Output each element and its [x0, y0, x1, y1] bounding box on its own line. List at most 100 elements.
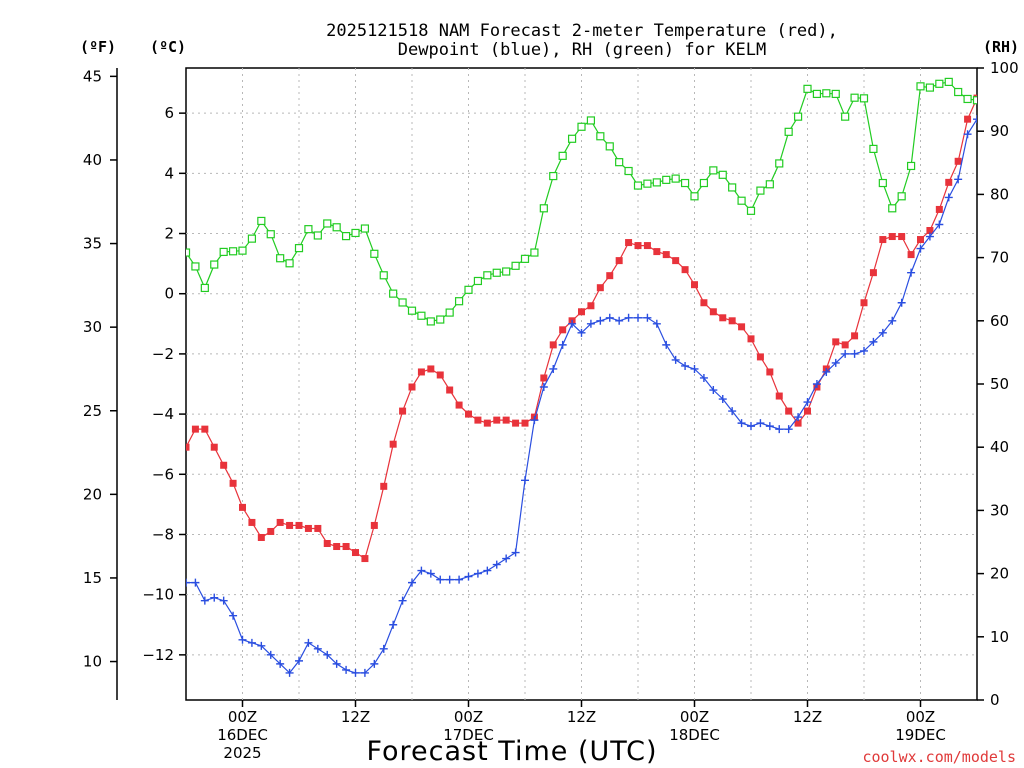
rh-tick-label: 10	[990, 628, 1009, 646]
rh-point	[191, 262, 200, 271]
rh-point	[502, 267, 511, 276]
rh-tick-label: 100	[990, 59, 1019, 77]
temperature-point	[964, 115, 972, 123]
dewpoint-point	[342, 665, 351, 674]
rh-point	[699, 178, 709, 188]
rh-point	[238, 246, 247, 255]
celsius-tick-label: 6	[164, 104, 174, 122]
dewpoint-point	[756, 419, 765, 428]
dewpoint-point	[219, 596, 228, 605]
dewpoint-point	[897, 298, 906, 307]
series-rh	[186, 77, 977, 326]
celsius-tick-label: 2	[164, 225, 174, 243]
dewpoint-point	[944, 193, 953, 202]
rh-tick-label: 20	[990, 565, 1009, 583]
data-series	[186, 77, 977, 677]
temperature-point	[728, 317, 736, 325]
dewpoint-point	[445, 575, 454, 584]
temperature-point	[709, 308, 717, 316]
dewpoint-point	[643, 313, 652, 322]
rh-point	[793, 112, 803, 121]
rh-point	[539, 204, 548, 213]
dewpoint-point	[351, 668, 360, 677]
dewpoint-point	[925, 232, 934, 241]
rh-point	[841, 112, 850, 121]
temperature-point	[248, 518, 256, 526]
temperature-point	[314, 524, 322, 532]
rh-point	[294, 244, 304, 253]
rh-point	[888, 204, 897, 213]
dewpoint-point	[973, 115, 977, 124]
dewpoint-point	[200, 596, 209, 605]
dewpoint-point	[332, 659, 341, 668]
rh-point	[285, 259, 294, 268]
temperature-point	[559, 326, 567, 334]
temperature-point	[323, 540, 331, 548]
rh-point	[454, 297, 464, 306]
dewpoint-point	[530, 416, 539, 425]
temperature-point	[935, 205, 943, 213]
temperature-point	[691, 281, 698, 289]
dewpoint-point	[323, 650, 332, 659]
rh-point	[690, 192, 699, 201]
celsius-tick-label: 0	[164, 285, 174, 303]
temperature-point	[700, 299, 708, 307]
temperature-point	[945, 178, 953, 186]
temperature-point	[606, 272, 614, 280]
rh-point	[200, 283, 209, 293]
dewpoint-point	[238, 635, 247, 644]
dewpoint-point	[662, 340, 671, 349]
rh-point	[407, 306, 417, 315]
temperature-point	[926, 227, 934, 235]
rh-point	[257, 216, 266, 226]
dewpoint-point	[186, 578, 190, 587]
chart-title-line1: 2025121518 NAM Forecast 2-meter Temperat…	[326, 21, 838, 41]
dewpoint-point	[360, 668, 369, 677]
temperature-point	[719, 314, 727, 322]
rh-point	[906, 161, 916, 171]
rh-point	[850, 93, 859, 102]
temperature-point	[408, 383, 416, 391]
x-tick-label-time: 00Z	[228, 708, 257, 726]
temperature-point	[625, 239, 633, 247]
dewpoint-point	[935, 220, 944, 229]
rh-tick-label: 60	[990, 312, 1009, 330]
temperature-point	[578, 308, 585, 316]
temperature-point	[229, 479, 237, 487]
dewpoint-point	[408, 578, 416, 587]
x-tick-label-time: 12Z	[341, 708, 370, 726]
dewpoint-point	[822, 367, 831, 376]
temperature-point	[860, 299, 868, 307]
x-axis-label: Forecast Time (UTC)	[366, 736, 657, 767]
dewpoint-point	[568, 319, 577, 328]
temperature-point	[276, 518, 284, 526]
dewpoint-point	[210, 593, 219, 602]
rh-tick-label: 80	[990, 185, 1009, 203]
dewpoint-point	[963, 130, 972, 139]
dewpoint-point	[690, 364, 699, 373]
rh-point	[332, 223, 341, 232]
rh-point	[219, 247, 228, 257]
temperature-point	[841, 341, 849, 349]
temperature-point	[483, 419, 491, 427]
x-tick-label-time: 12Z	[793, 708, 822, 726]
rh-point	[360, 224, 370, 233]
temperature-point	[898, 233, 906, 241]
temperature-point	[361, 555, 369, 563]
rh-point	[549, 171, 558, 181]
dewpoint-point	[812, 380, 821, 388]
temperature-point	[239, 503, 246, 511]
rh-point	[897, 192, 906, 201]
temperature-point	[502, 416, 510, 424]
rh-tick-label: 30	[990, 501, 1009, 519]
rh-point	[313, 231, 322, 240]
dewpoint-point	[671, 355, 680, 364]
rh-point	[351, 228, 360, 238]
rh-point	[831, 89, 840, 99]
dewpoint-point	[605, 313, 614, 322]
dewpoint-point	[549, 364, 558, 373]
grid-lines	[186, 68, 977, 700]
temperature-point	[493, 416, 501, 424]
celsius-tick-label: −4	[152, 405, 174, 423]
rh-point	[228, 247, 238, 256]
